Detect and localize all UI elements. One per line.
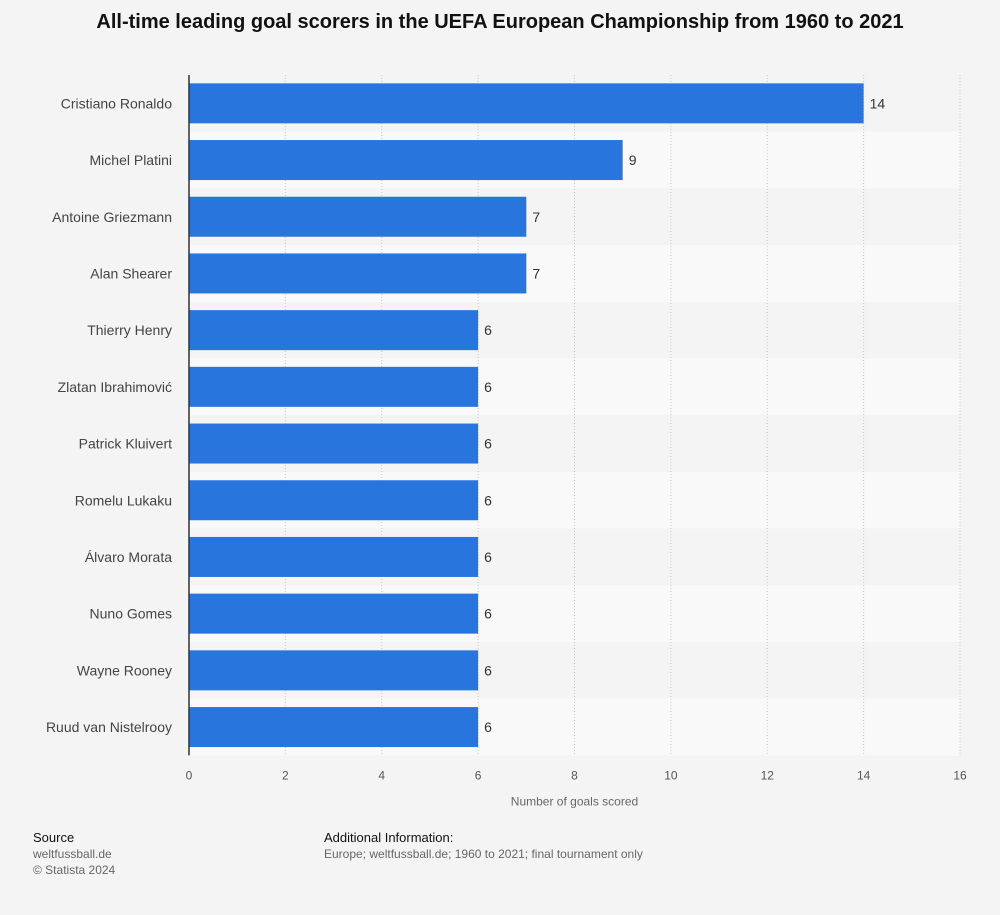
value-label: 7 (532, 265, 540, 281)
category-labels: Cristiano Ronaldo Michel Platini Antoine G… (46, 95, 172, 735)
bar[interactable] (189, 480, 479, 521)
x-tick-label: 14 (857, 768, 871, 782)
info-text: Europe; weltfussball.de; 1960 to 2021; f… (324, 847, 643, 861)
bar[interactable] (189, 140, 623, 181)
x-tick-label: 2 (282, 768, 289, 782)
source-block: Source weltfussball.de © Statista 2024 (33, 830, 115, 878)
bar[interactable] (189, 707, 479, 748)
category-label: Wayne Rooney (77, 662, 172, 678)
category-label: Patrick Kluivert (79, 436, 172, 452)
x-tick-label: 6 (475, 768, 482, 782)
value-label: 6 (484, 379, 492, 395)
value-label: 14 (870, 95, 886, 111)
x-tick-label: 16 (953, 768, 967, 782)
bar[interactable] (189, 196, 527, 237)
x-tick-label: 4 (378, 768, 385, 782)
bar-chart: 14 9 7 7 6 6 6 6 6 6 6 6 Cristiano Ronaldo Michel Pl… (46, 75, 967, 808)
x-tick-labels: 0 2 4 6 8 10 12 14 16 (186, 768, 967, 782)
value-label: 6 (484, 606, 492, 622)
bar[interactable] (189, 253, 527, 294)
category-label: Romelu Lukaku (75, 492, 172, 508)
category-label: Thierry Henry (87, 322, 172, 338)
bar[interactable] (189, 310, 479, 351)
value-label: 6 (484, 662, 492, 678)
category-label: Antoine Griezmann (52, 209, 172, 225)
bar[interactable] (189, 423, 479, 464)
bar[interactable] (189, 536, 479, 577)
additional-info-block: Additional Information: Europe; weltfuss… (324, 830, 643, 862)
value-label: 6 (484, 549, 492, 565)
chart-title: All-time leading goal scorers in the UEF… (96, 11, 904, 33)
x-tick-label: 8 (571, 768, 578, 782)
category-label: Zlatan Ibrahimović (58, 379, 172, 395)
value-label: 6 (484, 492, 492, 508)
category-label: Alan Shearer (90, 265, 172, 281)
value-label: 6 (484, 322, 492, 338)
source-heading: Source (33, 830, 75, 845)
category-label: Nuno Gomes (90, 606, 172, 622)
x-tick-label: 10 (664, 768, 678, 782)
value-label: 9 (629, 152, 637, 168)
category-label: Cristiano Ronaldo (61, 95, 172, 111)
bar[interactable] (189, 650, 479, 691)
copyright-line: © Statista 2024 (33, 863, 116, 877)
category-label: Ruud van Nistelrooy (46, 719, 172, 735)
gridlines (284, 75, 961, 756)
source-line[interactable]: weltfussball.de (33, 847, 112, 861)
category-label: Michel Platini (90, 152, 172, 168)
x-axis-title: Number of goals scored (511, 794, 638, 808)
bars (189, 83, 864, 748)
value-labels: 14 9 7 7 6 6 6 6 6 6 6 6 (484, 95, 885, 735)
value-label: 7 (532, 209, 540, 225)
bar[interactable] (189, 366, 479, 407)
info-heading: Additional Information: (324, 830, 454, 845)
category-label: Álvaro Morata (85, 549, 172, 565)
x-tick-label: 12 (761, 768, 775, 782)
bar[interactable] (189, 593, 479, 634)
bar[interactable] (189, 83, 864, 124)
value-label: 6 (484, 719, 492, 735)
x-tick-label: 0 (186, 768, 193, 782)
value-label: 6 (484, 436, 492, 452)
